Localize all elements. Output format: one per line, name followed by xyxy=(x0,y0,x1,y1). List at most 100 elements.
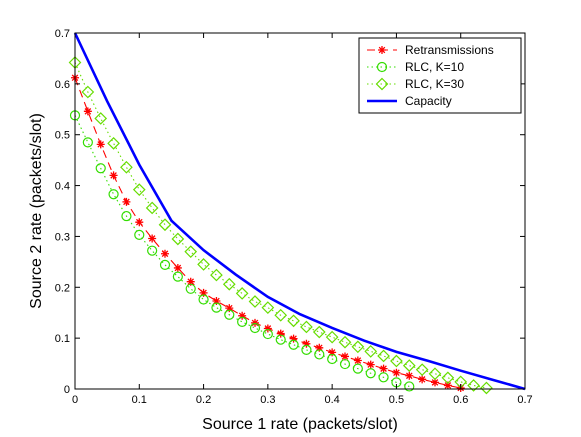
data-point xyxy=(235,287,249,300)
data-point xyxy=(225,304,234,313)
y-tick-label: 0.6 xyxy=(55,79,70,91)
data-point xyxy=(467,379,480,392)
data-point xyxy=(186,277,195,286)
data-point xyxy=(312,325,326,339)
legend-label: RLC, K=30 xyxy=(405,77,464,91)
data-point xyxy=(366,360,375,369)
data-point xyxy=(135,218,144,227)
data-point xyxy=(237,316,248,327)
data-point xyxy=(212,297,221,306)
data-point xyxy=(287,314,300,328)
legend-marker xyxy=(378,46,386,54)
data-point xyxy=(197,258,210,271)
data-point xyxy=(300,320,313,334)
data-point xyxy=(158,218,172,232)
data-point xyxy=(210,268,223,282)
data-point xyxy=(390,354,403,368)
series-2 xyxy=(68,56,493,395)
data-point xyxy=(338,335,352,349)
data-point xyxy=(224,309,235,320)
legend-label: RLC, K=10 xyxy=(405,60,464,74)
data-point xyxy=(83,107,92,116)
data-point xyxy=(211,302,222,313)
data-point xyxy=(314,349,325,360)
y-tick-label: 0.1 xyxy=(55,333,70,345)
data-point xyxy=(108,189,119,200)
data-point xyxy=(392,368,401,377)
x-axis-label: Source 1 rate (packets/slot) xyxy=(202,416,398,433)
data-point xyxy=(325,330,339,344)
data-point xyxy=(288,339,299,350)
data-point xyxy=(94,112,108,125)
x-tick-label: 0.6 xyxy=(453,394,468,406)
plot-frame xyxy=(74,32,526,390)
data-point xyxy=(364,345,378,358)
y-tick-label: 0.7 xyxy=(55,28,70,40)
data-point xyxy=(441,371,455,385)
x-tick-label: 0.1 xyxy=(132,394,147,406)
series-1 xyxy=(69,110,415,392)
data-point xyxy=(351,340,365,354)
legend-label: Retransmissions xyxy=(405,43,494,57)
data-point xyxy=(274,308,288,322)
y-tick-label: 0 xyxy=(64,384,70,396)
data-point xyxy=(480,381,493,395)
legend-label: Capacity xyxy=(405,94,452,108)
data-point xyxy=(276,329,285,338)
data-point xyxy=(339,358,351,370)
legend-marker xyxy=(376,61,388,73)
data-point xyxy=(122,197,131,206)
data-point xyxy=(341,352,349,361)
data-point xyxy=(173,263,182,272)
data-point xyxy=(418,375,427,384)
data-point xyxy=(107,137,120,150)
data-point xyxy=(171,232,185,246)
y-axis-label: Source 2 rate (packets/slot) xyxy=(28,113,45,309)
data-point xyxy=(404,381,415,392)
data-point xyxy=(315,343,324,352)
data-point xyxy=(301,344,312,355)
data-point xyxy=(261,301,275,314)
data-point xyxy=(379,364,388,373)
data-point xyxy=(120,160,133,174)
data-point xyxy=(238,311,247,320)
series-3 xyxy=(73,32,526,391)
data-point xyxy=(262,328,273,340)
data-point xyxy=(352,363,363,374)
data-point xyxy=(431,378,439,387)
data-point xyxy=(95,163,106,174)
x-tick-label: 0 xyxy=(72,394,78,406)
data-point xyxy=(145,201,159,215)
data-point xyxy=(402,359,416,372)
data-point xyxy=(185,283,196,294)
data-point xyxy=(199,288,208,297)
data-point xyxy=(328,348,337,357)
data-point xyxy=(428,367,442,381)
series-line xyxy=(74,62,487,389)
data-point xyxy=(96,140,105,149)
data-point xyxy=(184,245,198,259)
data-point xyxy=(263,324,272,333)
data-point xyxy=(222,277,236,291)
data-point xyxy=(353,356,362,365)
series-line xyxy=(73,32,526,391)
x-tick-label: 0.2 xyxy=(196,394,211,406)
data-point xyxy=(248,295,262,308)
data-point xyxy=(415,363,429,377)
data-point xyxy=(132,183,146,196)
axis-ticks: 0 0.1 0.2 0.3 0.4 0.5 0.6 0.7 0 0.1 0.2 0.3 0.4 0.5 0.… xyxy=(55,28,533,406)
x-tick-label: 0.7 xyxy=(517,394,532,406)
data-point xyxy=(275,334,286,345)
data-point xyxy=(327,353,338,365)
data-point xyxy=(81,85,95,99)
data-point xyxy=(147,245,158,256)
data-point xyxy=(82,137,93,148)
data-point xyxy=(405,371,414,380)
data-point xyxy=(121,210,132,222)
y-tick-label: 0.3 xyxy=(55,231,70,243)
data-point xyxy=(377,349,390,363)
y-tick-label: 0.2 xyxy=(55,282,70,294)
data-point xyxy=(161,249,169,258)
x-tick-label: 0.3 xyxy=(260,394,275,406)
